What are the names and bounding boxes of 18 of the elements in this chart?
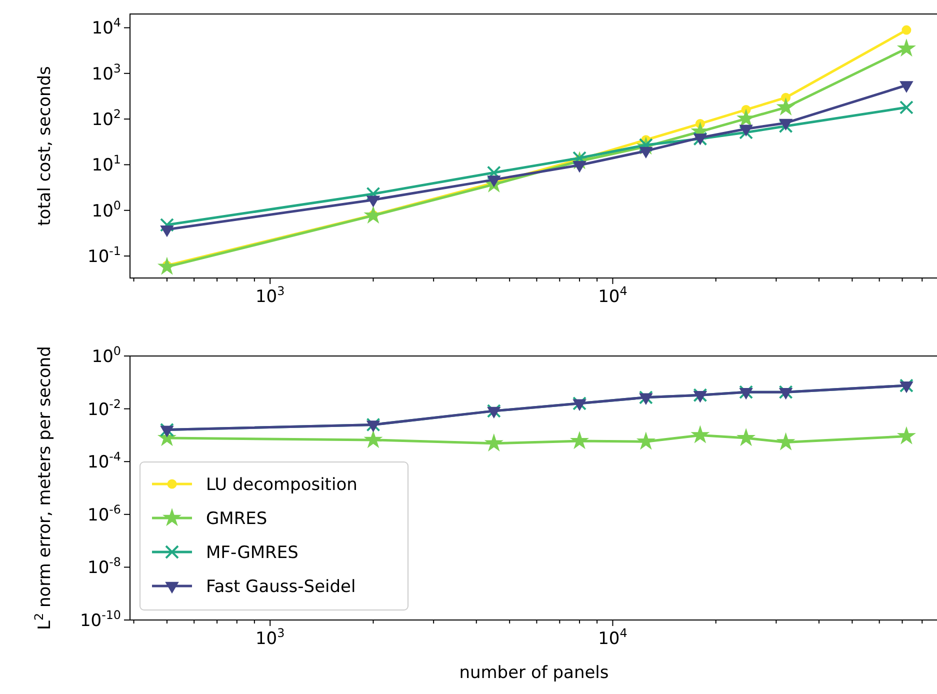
y-tick-label: 10$^{0}$ [92, 198, 121, 222]
y-tick-label: 10$^{4}$ [92, 16, 121, 39]
y-tick-label: 10$^{1}$ [92, 152, 121, 176]
y-tick-label: 10$^{-10}$ [80, 608, 121, 631]
y-tick-label: 10$^{3}$ [92, 61, 121, 84]
y-axis-title: total cost, seconds [35, 66, 55, 226]
legend-label: LU decomposition [206, 475, 358, 495]
y-tick-label: 10$^{-8}$ [88, 555, 121, 578]
x-axis-title: number of panels [459, 663, 609, 683]
y-tick-label: 10$^{0}$ [92, 344, 121, 367]
y-tick-label: 10$^{-4}$ [88, 450, 121, 473]
legend-label: GMRES [206, 509, 268, 529]
y-tick-label: 10$^{-1}$ [88, 244, 121, 268]
y-tick-label: 10$^{-6}$ [88, 502, 121, 526]
y-tick-label: 10$^{-2}$ [88, 396, 121, 420]
legend-label: MF-GMRES [206, 543, 298, 563]
legend-label: Fast Gauss-Seidel [206, 577, 356, 597]
y-tick-label: 10$^{2}$ [92, 107, 121, 130]
